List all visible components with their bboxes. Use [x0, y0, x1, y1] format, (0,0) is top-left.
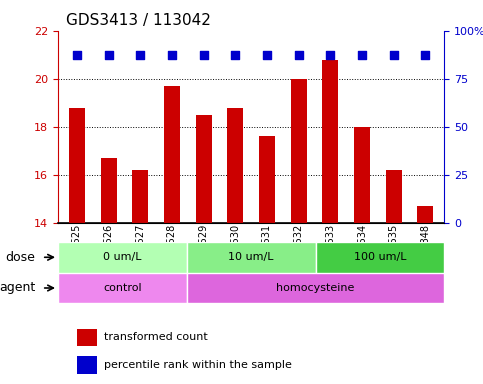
- Text: transformed count: transformed count: [104, 332, 208, 342]
- Text: homocysteine: homocysteine: [276, 283, 355, 293]
- FancyBboxPatch shape: [58, 242, 187, 273]
- Point: [73, 52, 81, 58]
- Point: [358, 52, 366, 58]
- Point: [390, 52, 398, 58]
- Text: agent: agent: [0, 281, 35, 295]
- FancyBboxPatch shape: [58, 273, 187, 303]
- Point: [136, 52, 144, 58]
- Bar: [69, 108, 85, 223]
- Point: [168, 52, 176, 58]
- Bar: [386, 170, 401, 223]
- Bar: [77, 356, 97, 374]
- FancyBboxPatch shape: [187, 242, 315, 273]
- Text: control: control: [103, 283, 142, 293]
- Bar: [259, 136, 275, 223]
- Text: dose: dose: [5, 251, 35, 264]
- Point: [200, 52, 208, 58]
- Point: [105, 52, 113, 58]
- Point: [295, 52, 302, 58]
- Bar: [227, 108, 243, 223]
- FancyBboxPatch shape: [315, 242, 444, 273]
- Bar: [77, 329, 97, 346]
- Text: 100 um/L: 100 um/L: [354, 252, 406, 262]
- Point: [231, 52, 239, 58]
- Text: 0 um/L: 0 um/L: [103, 252, 142, 262]
- Bar: [132, 170, 148, 223]
- Bar: [101, 158, 116, 223]
- Bar: [354, 127, 370, 223]
- Text: GDS3413 / 113042: GDS3413 / 113042: [66, 13, 211, 28]
- Point: [263, 52, 271, 58]
- Text: percentile rank within the sample: percentile rank within the sample: [104, 360, 292, 370]
- Bar: [291, 79, 307, 223]
- Bar: [196, 115, 212, 223]
- Point: [422, 52, 429, 58]
- Point: [327, 52, 334, 58]
- Text: 10 um/L: 10 um/L: [228, 252, 274, 262]
- Bar: [164, 86, 180, 223]
- Bar: [323, 60, 338, 223]
- Bar: [417, 206, 433, 223]
- FancyBboxPatch shape: [187, 273, 444, 303]
